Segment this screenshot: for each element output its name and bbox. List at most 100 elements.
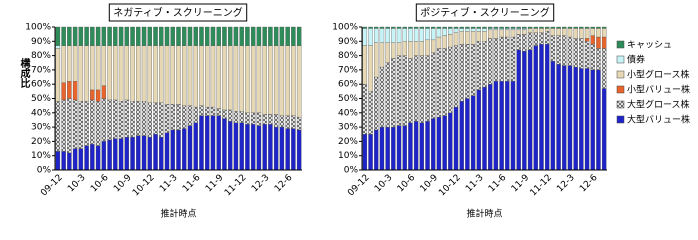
bar-segment (402, 125, 407, 171)
bar-segment (385, 62, 390, 128)
bar-segment (436, 26, 442, 29)
y-tick-label: 30% (31, 123, 51, 133)
bar-segment (136, 135, 141, 171)
bar-segment (210, 45, 216, 108)
y-tick-label: 20% (31, 137, 51, 147)
bar-segment (124, 26, 130, 46)
bar-segment (476, 31, 482, 42)
bar-segment (562, 26, 567, 29)
bar-segment (285, 45, 290, 116)
bar-segment (368, 45, 373, 92)
bar-segment (453, 26, 459, 29)
bar-segment (527, 49, 533, 171)
bar-segment (90, 99, 95, 145)
bar-segment (465, 28, 470, 32)
bar-segment (408, 26, 413, 29)
bar-segment (379, 28, 385, 43)
bar-segment (379, 66, 385, 128)
bar-segment (245, 124, 250, 171)
y-tick-label: 40% (31, 108, 51, 118)
bar-segment (453, 32, 459, 46)
bar-segment (482, 86, 487, 171)
bar-segment (222, 109, 227, 119)
bar-segment (368, 26, 373, 29)
bar-segment (567, 65, 573, 171)
bar-segment (487, 28, 493, 31)
bar-segment (596, 69, 601, 171)
bar-segment (527, 32, 533, 51)
bar-segment (182, 45, 187, 106)
x-tick-label: 10-3 (66, 173, 88, 195)
bar-segment (402, 41, 407, 56)
bar-segment (262, 114, 267, 125)
bar-segment (233, 45, 239, 112)
bar-segment (567, 26, 573, 29)
bar-segment (222, 118, 227, 171)
bar-segment (596, 48, 601, 71)
bar-segment (176, 104, 181, 131)
bar-segment (436, 116, 442, 171)
bar-segment (425, 39, 430, 56)
bar-segment (442, 35, 447, 49)
x-tick-label: 10-12 (131, 173, 157, 199)
bar-segment (55, 151, 61, 171)
bar-segment (431, 26, 436, 29)
bar-segment (459, 26, 464, 29)
bar-segment (482, 26, 487, 29)
bar-segment (84, 101, 89, 146)
bar-segment (268, 45, 273, 115)
bar-segment (164, 26, 170, 46)
bar-segment (579, 38, 584, 69)
bar-segment (391, 126, 396, 171)
x-tick-label: 12-6 (273, 173, 295, 195)
y-tick-label: 60% (31, 80, 51, 90)
bar-segment (442, 28, 447, 36)
bar-segment (136, 101, 141, 136)
bar-segment (291, 45, 296, 116)
bar-segment (374, 28, 379, 43)
bar-segment (55, 26, 61, 46)
bar-segment (448, 34, 453, 48)
legend-swatch (616, 40, 625, 49)
bar-segment (590, 44, 595, 71)
bar-segment (61, 151, 66, 171)
bar-segment (419, 41, 425, 56)
bar-segment (556, 64, 561, 171)
bar-segment (67, 26, 72, 46)
bar-segment (459, 101, 464, 171)
bar-segment (90, 89, 95, 101)
bar-segment (187, 105, 193, 126)
bar-segment (107, 99, 112, 141)
bar-segment (67, 98, 72, 153)
bar-segment (130, 26, 135, 46)
bar-segment (510, 81, 516, 171)
bar-segment (362, 134, 368, 171)
bar-segment (579, 26, 584, 29)
bar-segment (101, 98, 107, 142)
bar-segment (396, 55, 402, 126)
bar-segment (250, 26, 256, 46)
bar-segment (61, 45, 66, 83)
bar-segment (101, 141, 107, 171)
legend-swatch (616, 100, 625, 109)
bar-segment (291, 115, 296, 129)
bar-segment (113, 138, 118, 171)
bar-segment (72, 26, 78, 46)
bar-segment (279, 45, 285, 116)
bar-segment (476, 28, 482, 32)
bar-segment (516, 29, 521, 35)
bar-segment (296, 45, 302, 118)
bar-segment (476, 26, 482, 29)
bar-segment (141, 101, 147, 136)
bar-segment (550, 28, 556, 36)
chart: 0%10%20%30%40%50%60%70%80%90%100%09-12 10… (18, 3, 690, 220)
bar-segment (273, 114, 279, 128)
bar-segment (396, 28, 402, 43)
y-tick-label: 10% (31, 151, 51, 161)
bar-segment (170, 45, 175, 105)
legend-label: 大型バリュー株 (627, 114, 690, 126)
bar-segment (368, 28, 373, 46)
bar-segment (544, 28, 550, 32)
bar-segment (199, 105, 204, 116)
bar-segment (493, 29, 499, 39)
